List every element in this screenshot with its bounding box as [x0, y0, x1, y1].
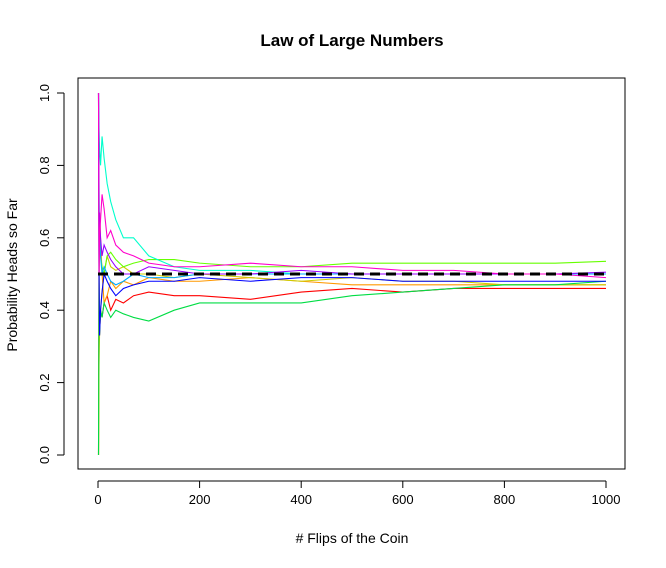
series-line-6	[97, 92, 606, 275]
x-axis-label: # Flips of the Coin	[296, 530, 409, 546]
series-line-4	[97, 92, 607, 275]
x-tick-label: 200	[189, 492, 211, 507]
y-axis: 0.0 0.2 0.4 0.6 0.8 1.0	[37, 84, 65, 464]
series-line-5	[97, 273, 607, 456]
x-axis: 0 200 400 600 800 1000	[94, 480, 621, 507]
series-line-7	[97, 92, 606, 286]
series-line-10	[97, 92, 607, 279]
x-tick-label: 1000	[592, 492, 621, 507]
plot-frame	[77, 77, 626, 470]
series-lines	[97, 92, 607, 456]
y-tick-label: 0.4	[37, 301, 52, 319]
y-tick-label: 0.6	[37, 229, 52, 247]
series-line-1	[97, 273, 606, 456]
series-line-8	[97, 92, 606, 336]
series-line-3	[97, 255, 606, 456]
series-line-9	[97, 92, 607, 275]
chart-title: Law of Large Numbers	[260, 31, 443, 50]
y-tick-label: 0.2	[37, 374, 52, 392]
y-tick-label: 1.0	[37, 84, 52, 102]
y-axis-label: Probability Heads so Far	[4, 198, 20, 352]
x-tick-label: 400	[290, 492, 312, 507]
x-tick-label: 0	[94, 492, 101, 507]
x-tick-label: 600	[392, 492, 414, 507]
y-tick-label: 0.0	[37, 446, 52, 464]
y-tick-label: 0.8	[37, 156, 52, 174]
x-tick-label: 800	[494, 492, 516, 507]
series-line-2	[97, 212, 606, 456]
